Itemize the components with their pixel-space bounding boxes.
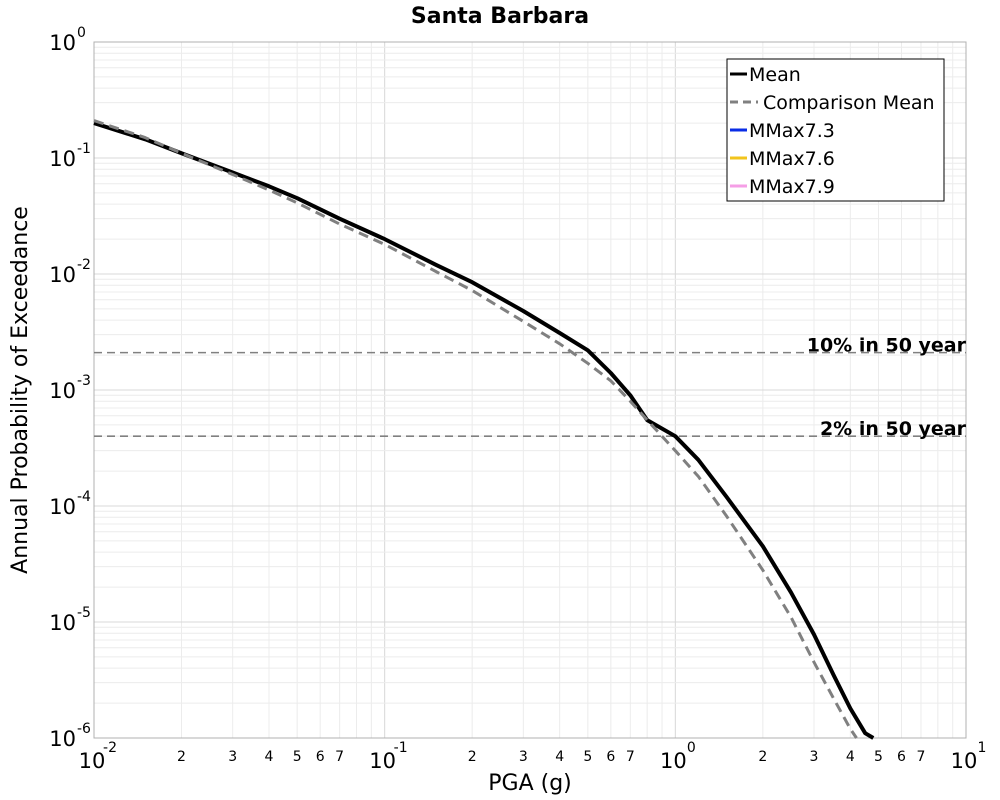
x-minor-tick-label: 3 — [519, 749, 528, 765]
x-minor-tick-label: 4 — [846, 749, 855, 765]
y-tick-label: 10 — [49, 147, 76, 171]
x-minor-tick-label: 7 — [335, 749, 344, 765]
legend: Mean Comparison Mean MMax7.3 MMax7.6 MMax7.9 — [726, 58, 945, 202]
y-tick-label: 10 — [49, 263, 76, 287]
y-tick-label-exponent: -4 — [77, 489, 91, 505]
legend-label: Mean — [749, 64, 801, 86]
plot-area-frame — [93, 41, 967, 739]
y-tick-label: 10 — [49, 727, 76, 751]
x-minor-tick-label: 3 — [228, 749, 237, 765]
x-tick-label: 10 — [660, 749, 687, 773]
x-tick-label-exponent: -1 — [394, 740, 408, 756]
x-minor-tick-label: 2 — [758, 749, 767, 765]
legend-label: MMax7.6 — [749, 148, 835, 170]
x-axis-label: PGA (g) — [488, 771, 572, 796]
x-minor-tick-label: 5 — [293, 749, 302, 765]
x-minor-tick-label: 3 — [810, 749, 819, 765]
y-tick-label-exponent: -2 — [77, 257, 91, 273]
x-minor-tick-label: 2 — [468, 749, 477, 765]
y-tick-label: 10 — [49, 611, 76, 635]
x-tick-label-exponent: 1 — [978, 740, 987, 756]
y-tick-label: 10 — [49, 495, 76, 519]
x-tick-label: 10 — [79, 749, 106, 773]
legend-label: MMax7.3 — [749, 120, 835, 142]
y-tick-label-exponent: -3 — [77, 373, 91, 389]
y-tick-label-exponent: -6 — [77, 721, 91, 737]
x-minor-tick-label: 4 — [265, 749, 274, 765]
x-minor-tick-label: 5 — [874, 749, 883, 765]
y-tick-label-exponent: -5 — [77, 605, 91, 621]
reference-line-label: 10% in 50 year — [807, 335, 967, 357]
x-tick-label-exponent: 0 — [687, 740, 696, 756]
x-minor-tick-label: 6 — [606, 749, 615, 765]
legend-box — [726, 58, 945, 202]
x-minor-tick-label: 7 — [917, 749, 926, 765]
series-line-comparison-mean — [93, 119, 858, 739]
y-tick-label-exponent: -1 — [77, 141, 91, 157]
y-tick-label: 10 — [49, 31, 76, 55]
x-minor-tick-label: 5 — [583, 749, 592, 765]
x-tick-label: 10 — [951, 749, 978, 773]
chart-title: Santa Barbara — [411, 4, 589, 29]
grid — [93, 42, 966, 739]
y-tick-label: 10 — [49, 379, 76, 403]
series-lines — [93, 119, 875, 740]
x-tick-label-exponent: -2 — [103, 740, 117, 756]
x-minor-tick-label: 6 — [897, 749, 906, 765]
x-tick-label: 10 — [369, 749, 396, 773]
y-tick-label-exponent: 0 — [77, 25, 86, 41]
y-axis-label: Annual Probability of Exceedance — [8, 206, 33, 574]
x-minor-tick-label: 4 — [555, 749, 564, 765]
x-minor-tick-label: 7 — [626, 749, 635, 765]
legend-label: Comparison Mean — [763, 92, 935, 114]
series-line-mean — [93, 121, 875, 740]
x-minor-tick-label: 2 — [177, 749, 186, 765]
reference-line-label: 2% in 50 year — [820, 418, 967, 440]
legend-label: MMax7.9 — [749, 176, 835, 198]
x-minor-tick-label: 6 — [316, 749, 325, 765]
reference-lines: 10% in 50 year 2% in 50 year — [94, 335, 967, 440]
